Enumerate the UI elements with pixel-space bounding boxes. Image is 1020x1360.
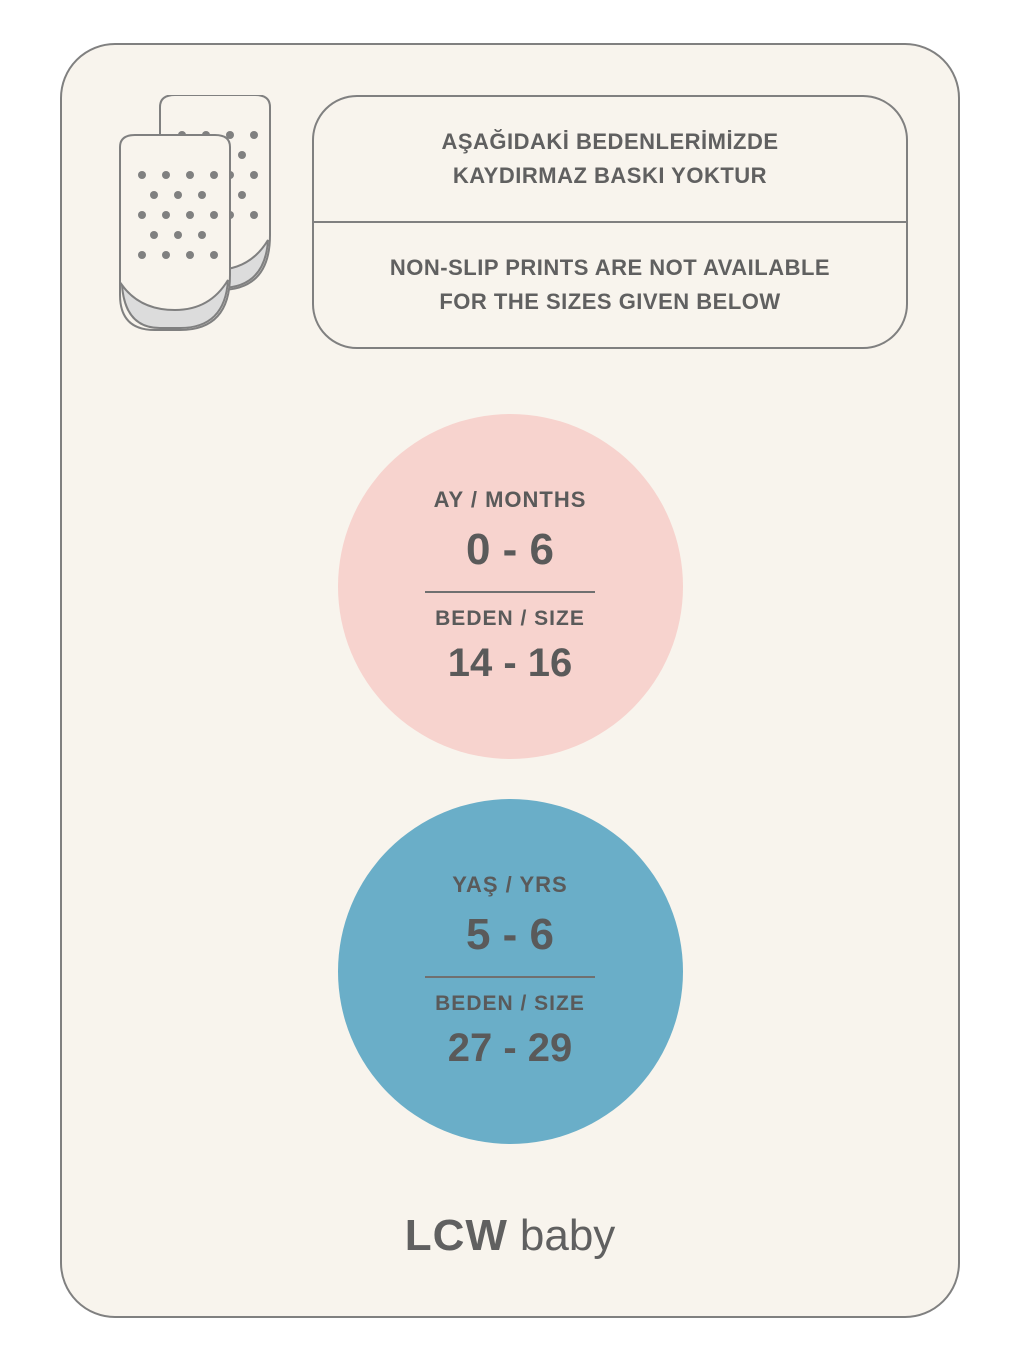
- age-label: YAŞ / YRS: [452, 872, 567, 898]
- circle-divider: [425, 976, 595, 978]
- circle-divider: [425, 591, 595, 593]
- brand-sub: baby: [520, 1211, 615, 1260]
- age-value: 0 - 6: [466, 525, 554, 575]
- brand-name: LCW: [405, 1211, 508, 1260]
- header-row: AŞAĞIDAKİ BEDENLERİMİZDE KAYDIRMAZ BASKI…: [112, 95, 908, 349]
- size-value: 27 - 29: [448, 1026, 573, 1071]
- size-label: BEDEN / SIZE: [435, 992, 585, 1016]
- notice-en-line1: NON-SLIP PRINTS ARE NOT AVAILABLE: [344, 251, 876, 285]
- notice-tr-line1: AŞAĞIDAKİ BEDENLERİMİZDE: [344, 125, 876, 159]
- info-card: AŞAĞIDAKİ BEDENLERİMİZDE KAYDIRMAZ BASKI…: [60, 43, 960, 1318]
- socks-icon: [112, 95, 287, 345]
- size-label: BEDEN / SIZE: [435, 607, 585, 631]
- notice-box: AŞAĞIDAKİ BEDENLERİMİZDE KAYDIRMAZ BASKI…: [312, 95, 908, 349]
- age-value: 5 - 6: [466, 910, 554, 960]
- notice-turkish: AŞAĞIDAKİ BEDENLERİMİZDE KAYDIRMAZ BASKI…: [314, 97, 906, 221]
- size-circle-pink: AY / MONTHS 0 - 6 BEDEN / SIZE 14 - 16: [338, 414, 683, 759]
- brand-logo: LCWbaby: [62, 1211, 958, 1261]
- notice-en-line2: FOR THE SIZES GIVEN BELOW: [344, 285, 876, 319]
- notice-tr-line2: KAYDIRMAZ BASKI YOKTUR: [344, 159, 876, 193]
- age-label: AY / MONTHS: [434, 487, 587, 513]
- size-value: 14 - 16: [448, 641, 573, 686]
- notice-english: NON-SLIP PRINTS ARE NOT AVAILABLE FOR TH…: [314, 223, 906, 347]
- size-circles: AY / MONTHS 0 - 6 BEDEN / SIZE 14 - 16 Y…: [112, 414, 908, 1144]
- size-circle-blue: YAŞ / YRS 5 - 6 BEDEN / SIZE 27 - 29: [338, 799, 683, 1144]
